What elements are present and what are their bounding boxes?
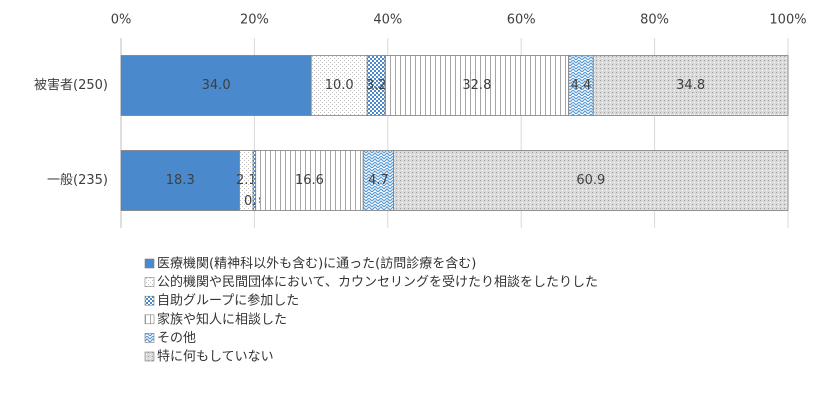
data-label: 10.0: [325, 78, 354, 93]
x-tick-label: 40%: [373, 13, 402, 28]
legend-label: 医療機関(精神科以外も含む)に通った(訪問診療を含む): [157, 256, 476, 272]
x-tick-label: 60%: [507, 13, 536, 28]
bar-segment: [592, 55, 789, 116]
bar-segment: [393, 150, 789, 211]
bar-segment: [120, 55, 312, 116]
data-label: 4.4: [571, 78, 592, 93]
data-label: 18.3: [166, 173, 195, 188]
x-tick-label: 100%: [769, 13, 806, 28]
legend-swatch: [144, 314, 155, 325]
legend-label: 家族や知人に相談した: [157, 311, 287, 327]
legend-label: 公的機関や民間団体において、カウンセリングを受けたり相談をしたりした: [157, 274, 598, 290]
legend-label: その他: [157, 331, 196, 346]
legend-swatch: [144, 295, 155, 306]
x-tick-label: 20%: [240, 13, 269, 28]
legend-swatch: [144, 333, 155, 343]
bar-segment: [310, 55, 368, 116]
y-tick-label: 一般(235): [47, 172, 108, 188]
data-label: 3.2: [366, 78, 387, 93]
data-label: 2.1: [236, 173, 257, 188]
bar-segment: [255, 150, 364, 211]
legend-swatch: [144, 258, 155, 269]
data-label: 4.7: [368, 173, 389, 188]
bar-segment: [384, 55, 570, 116]
legend-swatch: [144, 351, 155, 362]
y-tick-label: 被害者(250): [34, 77, 108, 93]
x-tick-label: 0%: [111, 13, 132, 28]
x-tick-label: 80%: [640, 13, 669, 28]
legend-swatch: [144, 277, 155, 287]
data-label: 32.8: [462, 78, 491, 93]
bar-segment: [120, 150, 240, 211]
data-label: 16.6: [295, 173, 324, 188]
data-label: 34.0: [202, 78, 231, 93]
legend-label: 自助グループに参加した: [157, 293, 299, 309]
legend-label: 特に何もしていない: [157, 349, 274, 365]
data-label: 60.9: [576, 173, 605, 188]
data-label: 34.8: [676, 78, 705, 93]
bar-segment: [568, 55, 594, 116]
bar-segment: [362, 150, 395, 211]
